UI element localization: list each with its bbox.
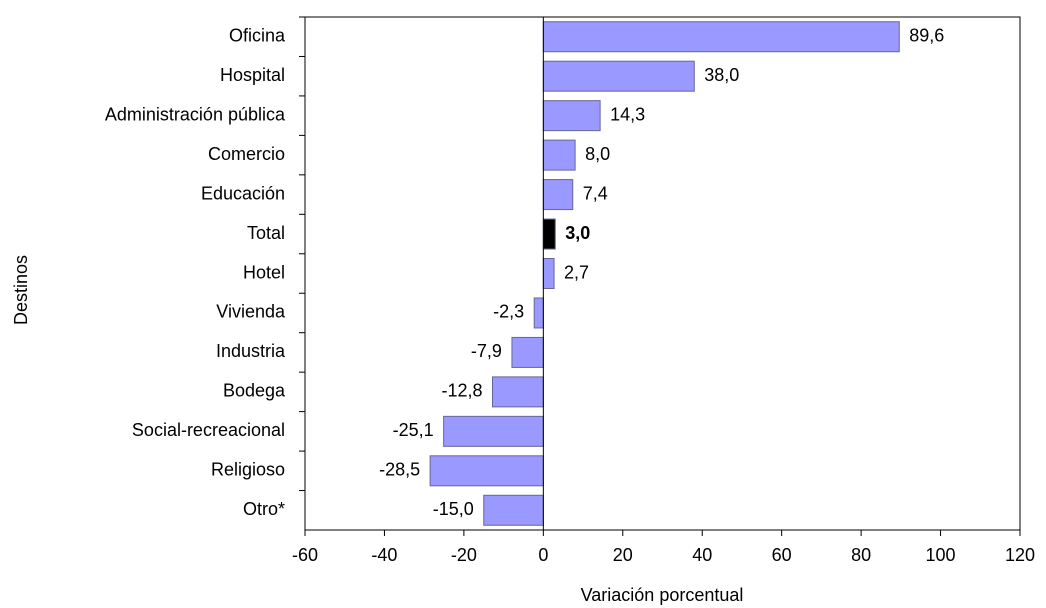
y-tick-label: Vivienda (216, 302, 286, 322)
plot-frame (304, 16, 1021, 531)
y-tick-label: Otro* (243, 499, 285, 519)
bar (511, 336, 544, 368)
y-tick-label: Educación (201, 183, 285, 203)
bar (542, 258, 555, 289)
x-tick-label: 80 (851, 545, 871, 565)
value-label: -15,0 (433, 499, 474, 519)
bar (491, 376, 544, 408)
value-label: -7,9 (471, 341, 502, 361)
bar (542, 179, 574, 211)
value-label: 7,4 (583, 183, 608, 203)
value-label: 2,7 (564, 262, 589, 282)
value-label: 8,0 (585, 144, 610, 164)
bar (533, 297, 544, 329)
value-label: 3,0 (565, 223, 590, 243)
y-tick-label: Total (247, 223, 285, 243)
x-tick-label: 0 (538, 545, 548, 565)
y-tick-label: Comercio (208, 144, 285, 164)
value-label: -28,5 (379, 460, 420, 480)
x-tick-label: 20 (613, 545, 633, 565)
value-label: 14,3 (610, 104, 645, 124)
y-tick-label: Social-recreacional (132, 420, 285, 440)
x-tick-label: 120 (1005, 545, 1035, 565)
bar (443, 415, 544, 447)
x-tick-label: 60 (772, 545, 792, 565)
bar (483, 494, 544, 526)
y-tick-label: Hotel (243, 262, 285, 282)
y-tick-label: Hospital (220, 65, 285, 85)
x-tick-label: 100 (926, 545, 956, 565)
bar (542, 60, 695, 92)
value-label: -2,3 (493, 302, 524, 322)
bar (542, 100, 601, 132)
y-tick-label: Administración pública (105, 104, 286, 124)
x-axis-label: Variación porcentual (581, 585, 744, 605)
x-tick-label: -20 (451, 545, 477, 565)
y-tick-label: Bodega (223, 381, 286, 401)
bar (542, 21, 900, 53)
y-tick-label: Industria (216, 341, 286, 361)
x-tick-label: -40 (371, 545, 397, 565)
y-axis-label: Destinos (11, 255, 31, 325)
bar (429, 455, 544, 487)
y-tick-label: Religioso (211, 460, 285, 480)
bar (542, 139, 576, 171)
y-tick-label: Oficina (229, 25, 286, 45)
bar (542, 218, 556, 250)
value-label: -25,1 (393, 420, 434, 440)
value-label: 89,6 (909, 25, 944, 45)
value-label: 38,0 (704, 65, 739, 85)
x-tick-label: 40 (692, 545, 712, 565)
x-tick-label: -60 (292, 545, 318, 565)
value-label: -12,8 (441, 381, 482, 401)
